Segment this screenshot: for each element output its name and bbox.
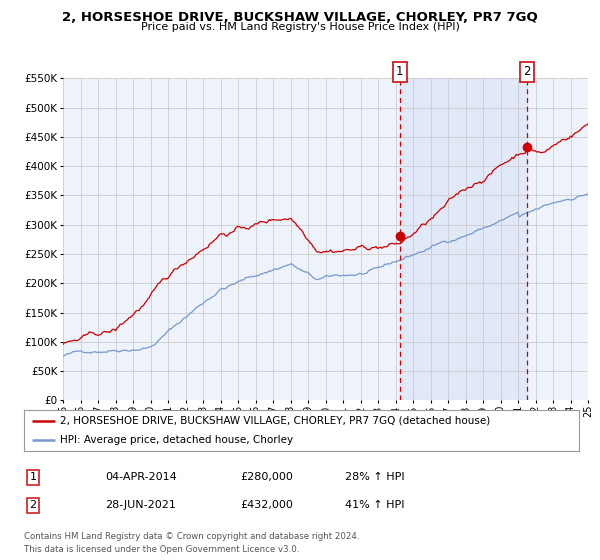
Text: Contains HM Land Registry data © Crown copyright and database right 2024.: Contains HM Land Registry data © Crown c… — [24, 532, 359, 541]
Text: This data is licensed under the Open Government Licence v3.0.: This data is licensed under the Open Gov… — [24, 545, 299, 554]
Text: 2, HORSESHOE DRIVE, BUCKSHAW VILLAGE, CHORLEY, PR7 7GQ: 2, HORSESHOE DRIVE, BUCKSHAW VILLAGE, CH… — [62, 11, 538, 24]
Text: 2: 2 — [523, 66, 530, 78]
Text: 1: 1 — [396, 66, 404, 78]
Text: 28% ↑ HPI: 28% ↑ HPI — [345, 472, 404, 482]
Text: 2, HORSESHOE DRIVE, BUCKSHAW VILLAGE, CHORLEY, PR7 7GQ (detached house): 2, HORSESHOE DRIVE, BUCKSHAW VILLAGE, CH… — [60, 416, 490, 426]
Text: 1: 1 — [29, 472, 37, 482]
Text: 28-JUN-2021: 28-JUN-2021 — [105, 500, 176, 510]
Text: £432,000: £432,000 — [240, 500, 293, 510]
Text: Price paid vs. HM Land Registry's House Price Index (HPI): Price paid vs. HM Land Registry's House … — [140, 22, 460, 32]
Text: £280,000: £280,000 — [240, 472, 293, 482]
Text: 2: 2 — [29, 500, 37, 510]
Text: 41% ↑ HPI: 41% ↑ HPI — [345, 500, 404, 510]
Bar — [400, 78, 527, 400]
Text: HPI: Average price, detached house, Chorley: HPI: Average price, detached house, Chor… — [60, 435, 293, 445]
Text: 04-APR-2014: 04-APR-2014 — [105, 472, 177, 482]
